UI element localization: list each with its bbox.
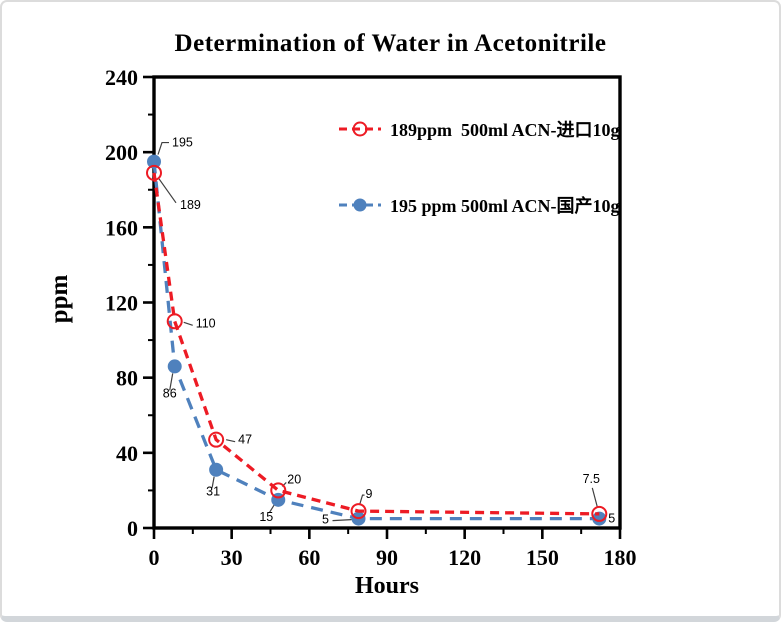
- data-point-label: 31: [206, 485, 220, 499]
- data-point-label: 9: [366, 487, 373, 501]
- x-axis-tick-label: 120: [448, 545, 481, 570]
- filled-circle-marker-icon: [338, 196, 382, 214]
- data-point-marker: [209, 463, 223, 477]
- y-axis-title: ppm: [46, 275, 74, 324]
- legend-label: 189ppm 500ml ACN-进口10g: [390, 116, 620, 142]
- data-point-label: 5: [322, 513, 329, 527]
- x-axis-tick-label: 180: [604, 545, 637, 570]
- x-axis-tick-label: 0: [149, 545, 160, 570]
- y-axis-tick-label: 200: [105, 140, 138, 165]
- open-circle-marker-icon: [338, 120, 382, 138]
- chart-title: Determination of Water in Acetonitrile: [2, 30, 779, 58]
- data-point-label: 47: [238, 433, 252, 447]
- y-axis-tick-label: 0: [127, 516, 138, 541]
- x-axis-tick-label: 60: [298, 545, 320, 570]
- legend-item-1: 195 ppm 500ml ACN-国产10g: [338, 192, 620, 218]
- y-axis-tick-label: 80: [116, 366, 138, 391]
- legend-label: 195 ppm 500ml ACN-国产10g: [390, 192, 620, 218]
- data-point-marker: [168, 359, 182, 373]
- data-point-label: 15: [259, 510, 273, 524]
- legend-item-0: 189ppm 500ml ACN-进口10g: [338, 116, 620, 142]
- point-label-leader: [333, 520, 352, 521]
- y-axis-tick-label: 40: [116, 441, 138, 466]
- point-label-leader: [159, 179, 176, 203]
- data-point-label: 195: [172, 136, 193, 150]
- x-axis-tick-label: 150: [526, 545, 559, 570]
- y-axis-tick-label: 120: [105, 291, 138, 316]
- data-point-label: 20: [287, 472, 301, 486]
- data-point-label: 7.5: [583, 472, 600, 486]
- x-axis-tick-label: 90: [376, 545, 398, 570]
- legend: 189ppm 500ml ACN-进口10g 195 ppm 500ml ACN-…: [338, 116, 620, 268]
- point-label-leader: [158, 143, 169, 155]
- x-axis-tick-label: 30: [221, 545, 243, 570]
- data-point-label: 110: [196, 316, 216, 330]
- point-label-leader: [592, 488, 597, 507]
- point-label-leader: [226, 440, 235, 442]
- y-axis-tick-label: 240: [105, 65, 138, 90]
- data-point-label: 5: [608, 512, 615, 526]
- y-axis-tick-label: 160: [105, 215, 138, 240]
- data-point-label: 189: [180, 198, 201, 212]
- data-point-label: 86: [163, 386, 177, 400]
- water-in-acetonitrile-chart: 0 30 60 90 120 150 180 0 40 80 120 160 200 240 195 86 31…: [2, 2, 779, 616]
- point-label-leader: [184, 322, 193, 325]
- x-axis-title: Hours: [154, 573, 620, 600]
